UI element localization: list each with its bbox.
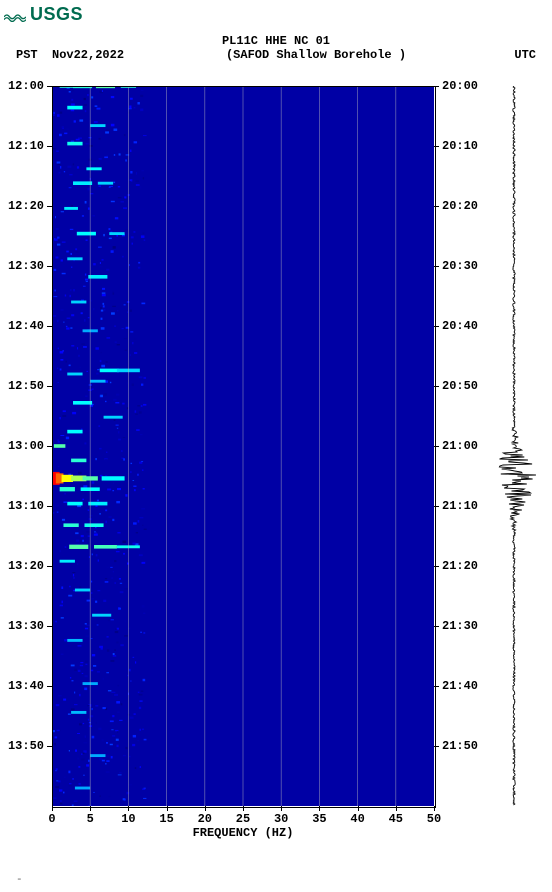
y-tick-left bbox=[47, 506, 52, 507]
y-tick-right bbox=[434, 626, 439, 627]
y-tick-left bbox=[47, 626, 52, 627]
x-tick bbox=[319, 806, 320, 811]
x-label: 35 bbox=[307, 812, 331, 826]
y-label-right: 21:10 bbox=[442, 499, 486, 513]
x-label: 20 bbox=[193, 812, 217, 826]
y-label-left: 12:00 bbox=[0, 79, 44, 93]
y-label-right: 21:00 bbox=[442, 439, 486, 453]
x-tick bbox=[434, 806, 435, 811]
x-label: 15 bbox=[155, 812, 179, 826]
y-label-right: 21:30 bbox=[442, 619, 486, 633]
x-tick bbox=[128, 806, 129, 811]
x-label: 45 bbox=[384, 812, 408, 826]
y-label-left: 13:20 bbox=[0, 559, 44, 573]
y-label-left: 12:20 bbox=[0, 199, 44, 213]
y-tick-right bbox=[434, 686, 439, 687]
y-label-right: 20:50 bbox=[442, 379, 486, 393]
x-label: 30 bbox=[269, 812, 293, 826]
x-tick bbox=[243, 806, 244, 811]
x-label: 5 bbox=[78, 812, 102, 826]
y-label-right: 20:10 bbox=[442, 139, 486, 153]
y-tick-right bbox=[434, 506, 439, 507]
y-tick-right bbox=[434, 206, 439, 207]
y-label-right: 20:30 bbox=[442, 259, 486, 273]
y-tick-left bbox=[47, 686, 52, 687]
y-label-left: 13:40 bbox=[0, 679, 44, 693]
usgs-wave-icon bbox=[4, 6, 26, 24]
y-label-left: 13:50 bbox=[0, 739, 44, 753]
y-tick-right bbox=[434, 266, 439, 267]
x-label: 10 bbox=[116, 812, 140, 826]
y-tick-right bbox=[434, 326, 439, 327]
y-label-left: 13:30 bbox=[0, 619, 44, 633]
y-label-right: 21:20 bbox=[442, 559, 486, 573]
y-label-right: 21:50 bbox=[442, 739, 486, 753]
y-label-right: 20:40 bbox=[442, 319, 486, 333]
y-tick-right bbox=[434, 86, 439, 87]
page: USGS PL11C HHE NC 01 PST Nov22,2022 (SAF… bbox=[0, 0, 552, 892]
x-label: 25 bbox=[231, 812, 255, 826]
y-label-right: 20:00 bbox=[442, 79, 486, 93]
x-tick bbox=[358, 806, 359, 811]
x-tick bbox=[52, 806, 53, 811]
y-tick-left bbox=[47, 566, 52, 567]
y-tick-right bbox=[434, 146, 439, 147]
x-label: 0 bbox=[40, 812, 64, 826]
y-label-left: 12:50 bbox=[0, 379, 44, 393]
header-right: UTC bbox=[476, 48, 536, 62]
y-label-right: 21:40 bbox=[442, 679, 486, 693]
y-label-left: 12:30 bbox=[0, 259, 44, 273]
spectrogram-plot bbox=[52, 86, 434, 806]
x-axis-label: FREQUENCY (HZ) bbox=[52, 826, 434, 840]
y-tick-right bbox=[434, 446, 439, 447]
header-titles: PL11C HHE NC 01 PST Nov22,2022 (SAFOD Sh… bbox=[0, 34, 552, 62]
y-label-left: 13:00 bbox=[0, 439, 44, 453]
y-tick-left bbox=[47, 446, 52, 447]
plot-frame bbox=[52, 86, 436, 808]
y-tick-left bbox=[47, 386, 52, 387]
y-tick-left bbox=[47, 206, 52, 207]
y-label-left: 13:10 bbox=[0, 499, 44, 513]
y-tick-right bbox=[434, 566, 439, 567]
header-left: PST Nov22,2022 bbox=[16, 48, 156, 62]
y-tick-left bbox=[47, 326, 52, 327]
x-tick bbox=[281, 806, 282, 811]
y-tick-left bbox=[47, 146, 52, 147]
usgs-logo-text: USGS bbox=[30, 4, 83, 25]
station-title: PL11C HHE NC 01 bbox=[0, 34, 552, 48]
y-tick-left bbox=[47, 266, 52, 267]
tiny-mark: - bbox=[16, 874, 23, 886]
y-tick-left bbox=[47, 746, 52, 747]
x-tick bbox=[90, 806, 91, 811]
waveform-canvas bbox=[488, 86, 540, 806]
waveform-panel bbox=[488, 86, 540, 806]
y-tick-right bbox=[434, 746, 439, 747]
y-tick-right bbox=[434, 386, 439, 387]
x-tick bbox=[167, 806, 168, 811]
usgs-logo: USGS bbox=[4, 4, 83, 25]
header-center: (SAFOD Shallow Borehole ) bbox=[156, 48, 476, 62]
y-label-left: 12:40 bbox=[0, 319, 44, 333]
x-label: 40 bbox=[346, 812, 370, 826]
x-tick bbox=[396, 806, 397, 811]
y-label-right: 20:20 bbox=[442, 199, 486, 213]
x-label: 50 bbox=[422, 812, 446, 826]
y-label-left: 12:10 bbox=[0, 139, 44, 153]
y-tick-left bbox=[47, 86, 52, 87]
x-tick bbox=[205, 806, 206, 811]
